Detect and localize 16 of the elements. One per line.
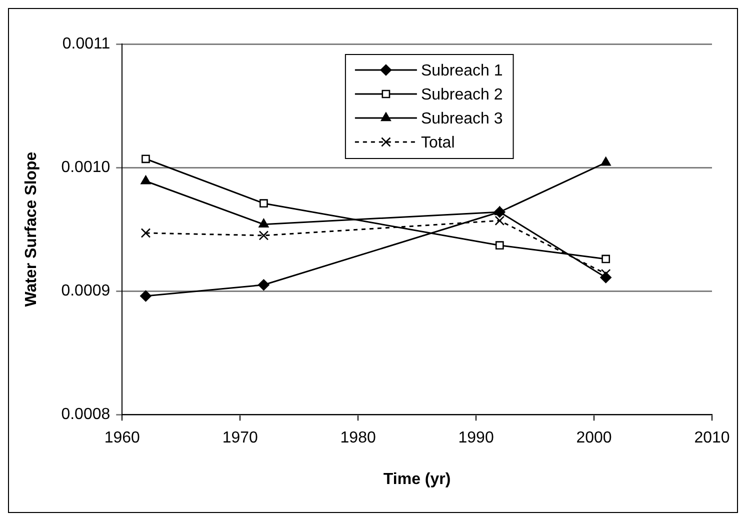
y-tick-label: 0.0008 — [61, 406, 110, 424]
legend-label: Subreach 3 — [420, 110, 503, 128]
x-tick-label: 1970 — [222, 430, 258, 447]
legend-label: Subreach 1 — [420, 62, 503, 80]
x-tick-label: 1980 — [340, 430, 376, 447]
y-tick-label: 0.0011 — [62, 35, 110, 52]
x-tick-label: 2000 — [576, 430, 612, 447]
x-tick-label: 1990 — [458, 430, 494, 447]
legend-label: Subreach 2 — [420, 86, 503, 104]
legend-label: Total — [420, 134, 455, 152]
y-axis-title: Water Surface Slope — [23, 152, 40, 307]
y-tick-label: 0.0009 — [61, 282, 110, 300]
y-tick-label: 0.0010 — [61, 158, 110, 176]
x-tick-label: 1960 — [104, 430, 140, 447]
x-axis-title: Time (yr) — [383, 470, 451, 488]
x-tick-label: 2010 — [694, 430, 730, 447]
